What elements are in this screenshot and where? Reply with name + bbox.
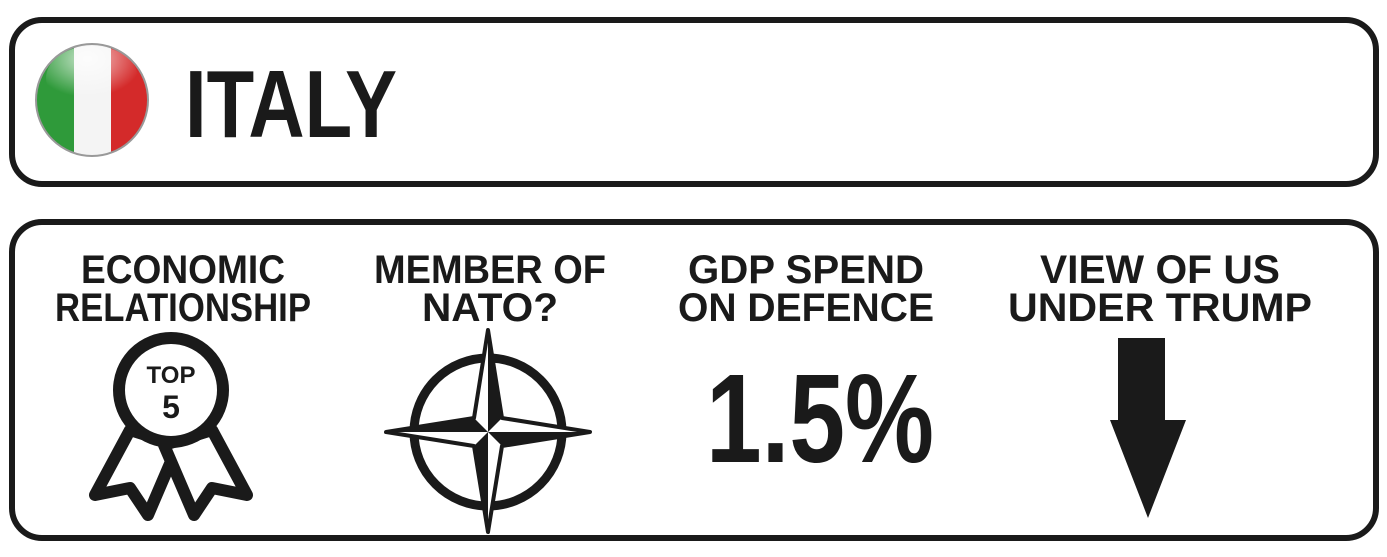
nato-icon — [384, 328, 592, 534]
rosette-icon — [89, 332, 253, 521]
down-arrow — [1110, 338, 1186, 518]
panel-heading: ECONOMIC — [81, 248, 285, 292]
panel-heading: ON DEFENCE — [678, 286, 934, 330]
country-title: ITALY — [185, 51, 397, 158]
flag-rim — [35, 43, 149, 157]
panel-heading: MEMBER OF — [374, 248, 606, 292]
panel-heading: VIEW OF US — [1040, 248, 1280, 292]
badge-value: 5 — [162, 389, 180, 425]
panel-heading: RELATIONSHIP — [55, 286, 311, 330]
badge-label: TOP — [147, 362, 196, 389]
header-box — [9, 17, 1379, 187]
panel-box — [9, 219, 1379, 541]
panel-heading: GDP SPEND — [688, 248, 924, 292]
panel-heading: UNDER TRUMP — [1008, 286, 1312, 330]
defence-spend: 1.5% — [706, 348, 934, 489]
panel-heading: NATO? — [422, 286, 558, 330]
